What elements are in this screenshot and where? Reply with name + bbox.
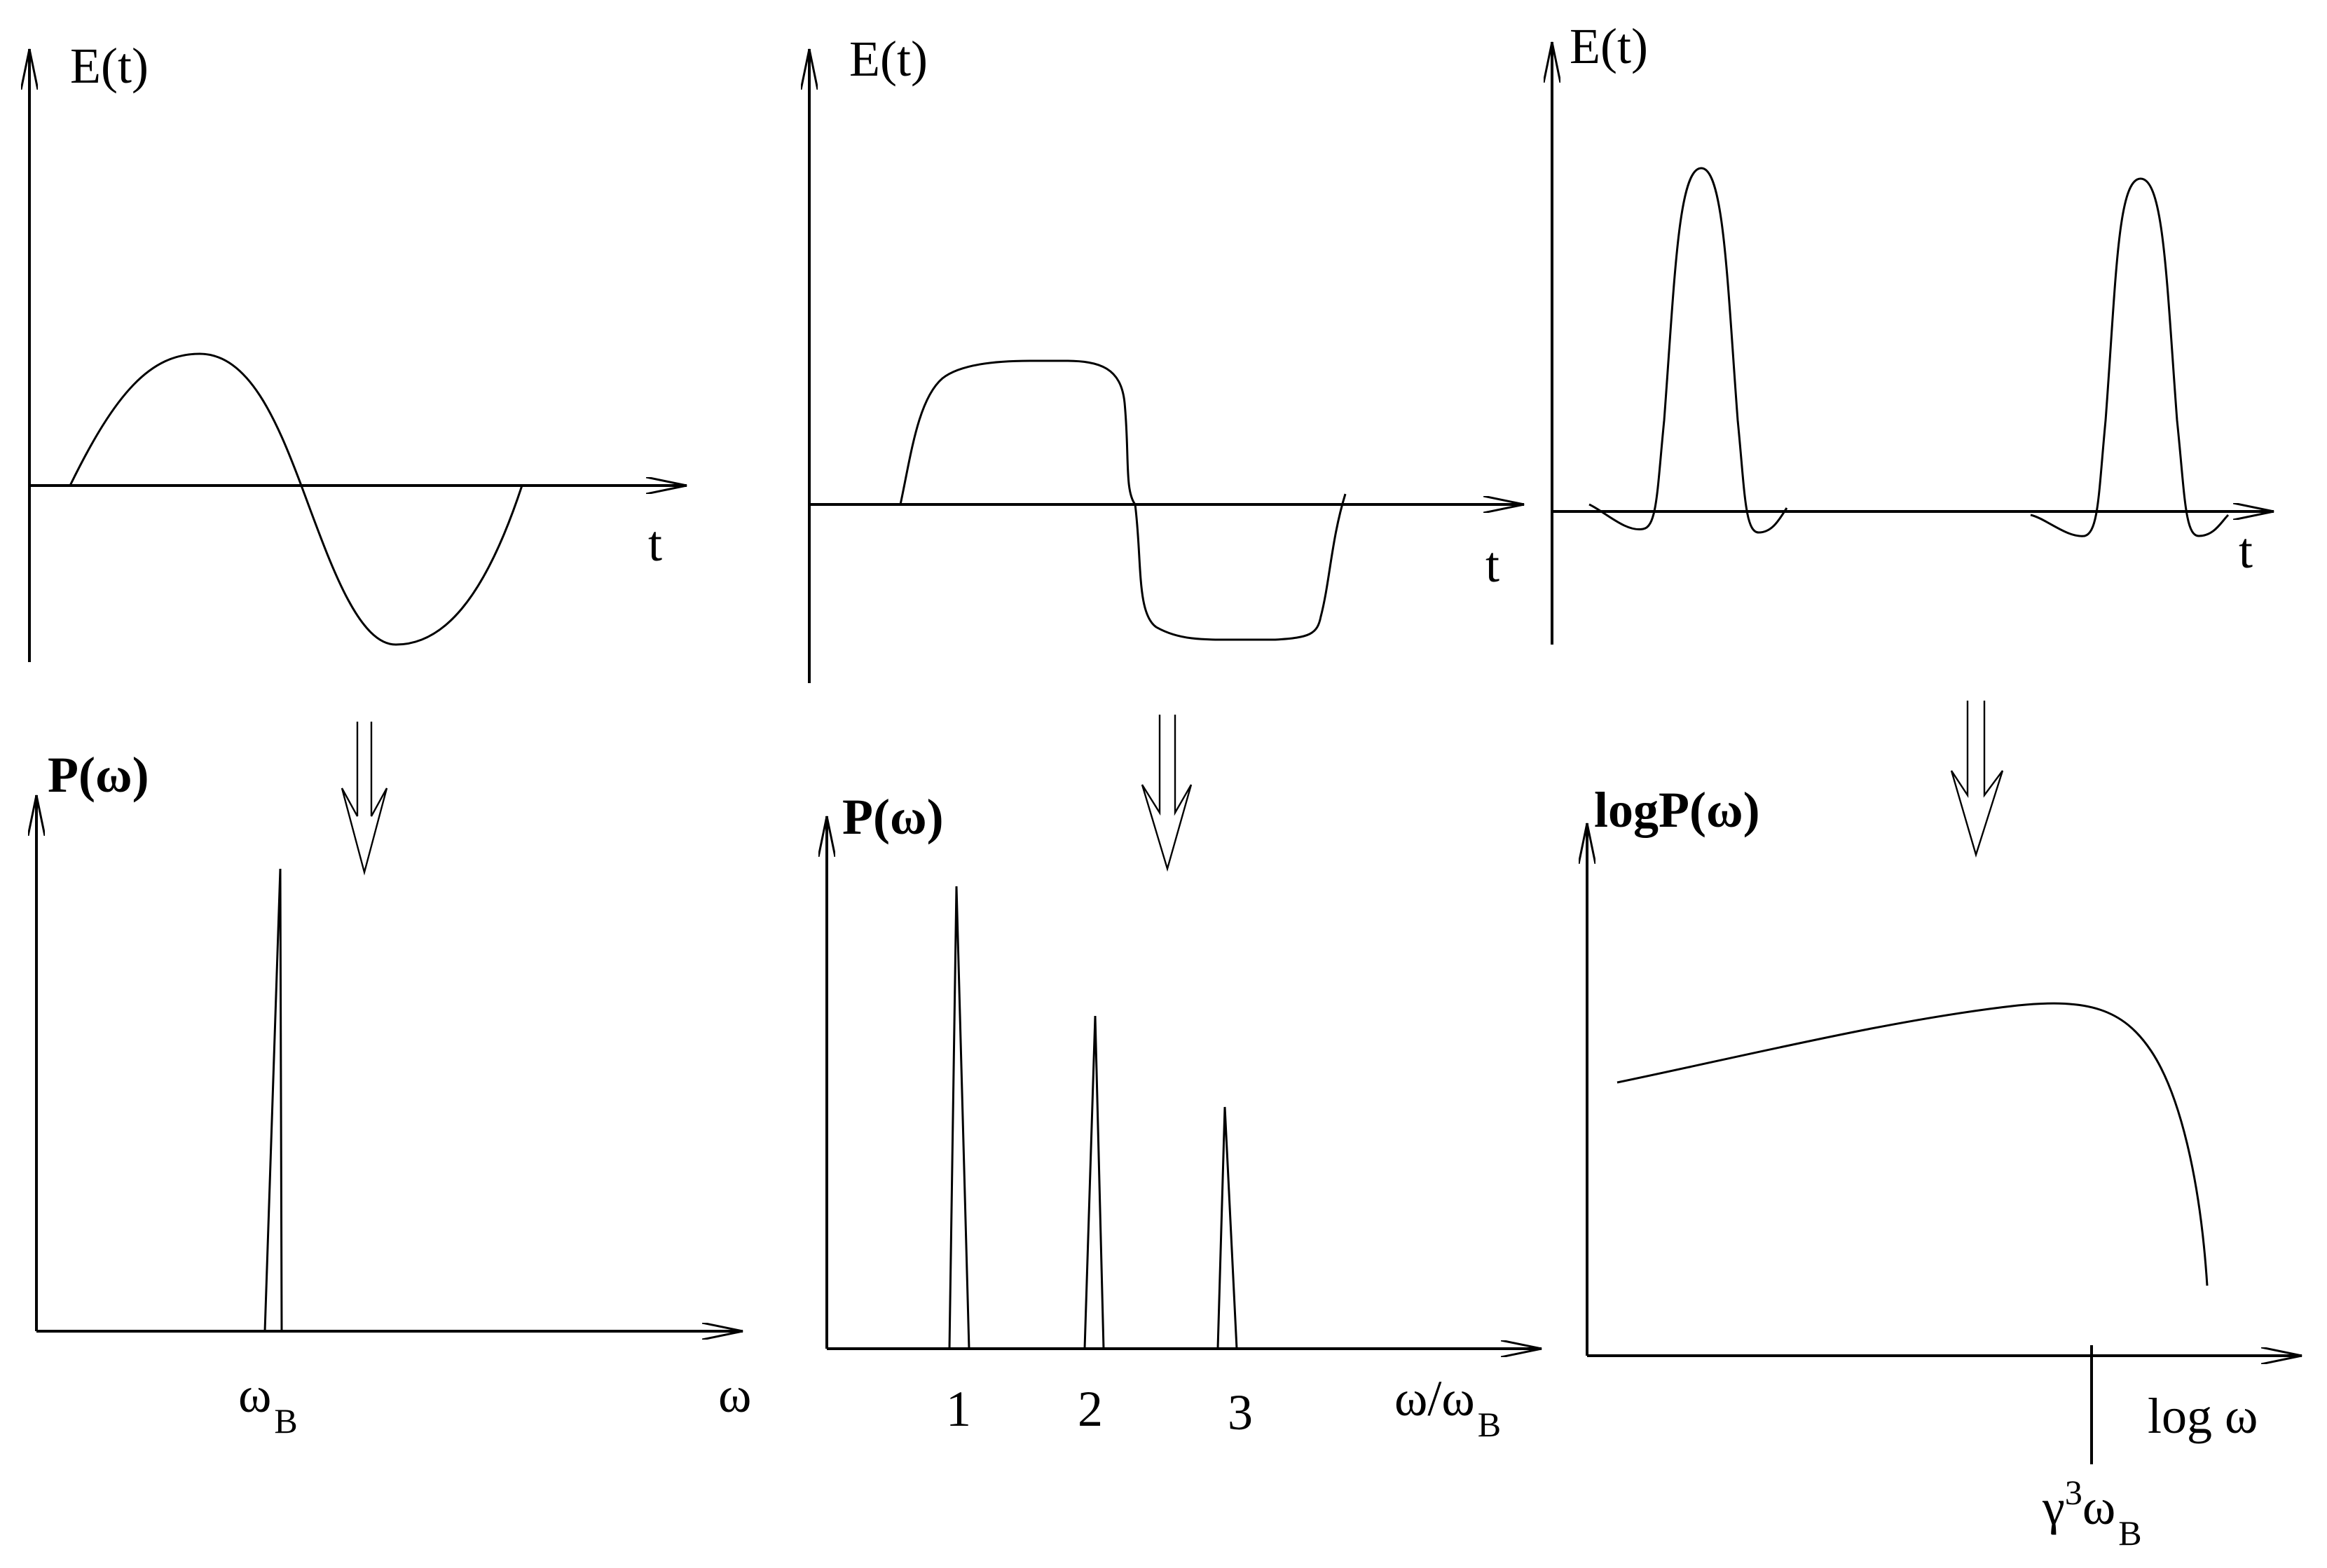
panel-spectrum-single: P(ω) ω ωB bbox=[36, 747, 751, 1440]
square-curve bbox=[899, 359, 1347, 641]
harmonic-peak-3 bbox=[1216, 1106, 1238, 1349]
continuum-curve bbox=[1616, 1002, 2209, 1286]
down-arrow-3 bbox=[1950, 701, 2004, 858]
x-axis-label: log ω bbox=[2148, 1388, 2258, 1444]
tick-label-2: 2 bbox=[1078, 1381, 1103, 1437]
y-axis-label: logP(ω) bbox=[1594, 782, 1760, 838]
spectral-line bbox=[263, 868, 283, 1332]
sine-curve bbox=[69, 352, 523, 646]
y-axis-label: P(ω) bbox=[48, 747, 149, 803]
panel-sine-wave: E(t) t bbox=[29, 38, 687, 662]
down-arrow-1 bbox=[341, 722, 388, 876]
panel-spectrum-harmonics: P(ω) 1 2 3 ω/ωB bbox=[827, 789, 1542, 1444]
y-axis-label: P(ω) bbox=[842, 789, 944, 845]
y-axis-label: E(t) bbox=[70, 38, 149, 94]
harmonic-peak-2 bbox=[1083, 1015, 1105, 1349]
y-axis-label: E(t) bbox=[849, 31, 928, 87]
cutoff-label: γ3ωB bbox=[2042, 1473, 2142, 1553]
peak-label: ωB bbox=[238, 1367, 298, 1440]
panel-pulse-train: E(t) t bbox=[1552, 18, 2274, 645]
panel-spectrum-continuum: logP(ω) log ω γ3ωB bbox=[1587, 782, 2302, 1553]
x-axis-label: ω/ωB bbox=[1394, 1370, 1501, 1444]
harmonic-peak-1 bbox=[948, 886, 970, 1349]
y-axis-label: E(t) bbox=[1570, 18, 1648, 74]
pulse-1 bbox=[1588, 167, 1788, 534]
x-axis-label: t bbox=[2239, 523, 2253, 579]
tick-label-3: 3 bbox=[1228, 1384, 1253, 1440]
x-axis-label: t bbox=[648, 516, 662, 572]
x-axis-label: t bbox=[1485, 537, 1499, 593]
down-arrow-2 bbox=[1141, 715, 1193, 872]
pulse-2 bbox=[2030, 177, 2230, 537]
x-axis-label: ω bbox=[718, 1367, 751, 1423]
panel-square-wave: E(t) t bbox=[809, 31, 1524, 683]
tick-label-1: 1 bbox=[946, 1381, 971, 1437]
